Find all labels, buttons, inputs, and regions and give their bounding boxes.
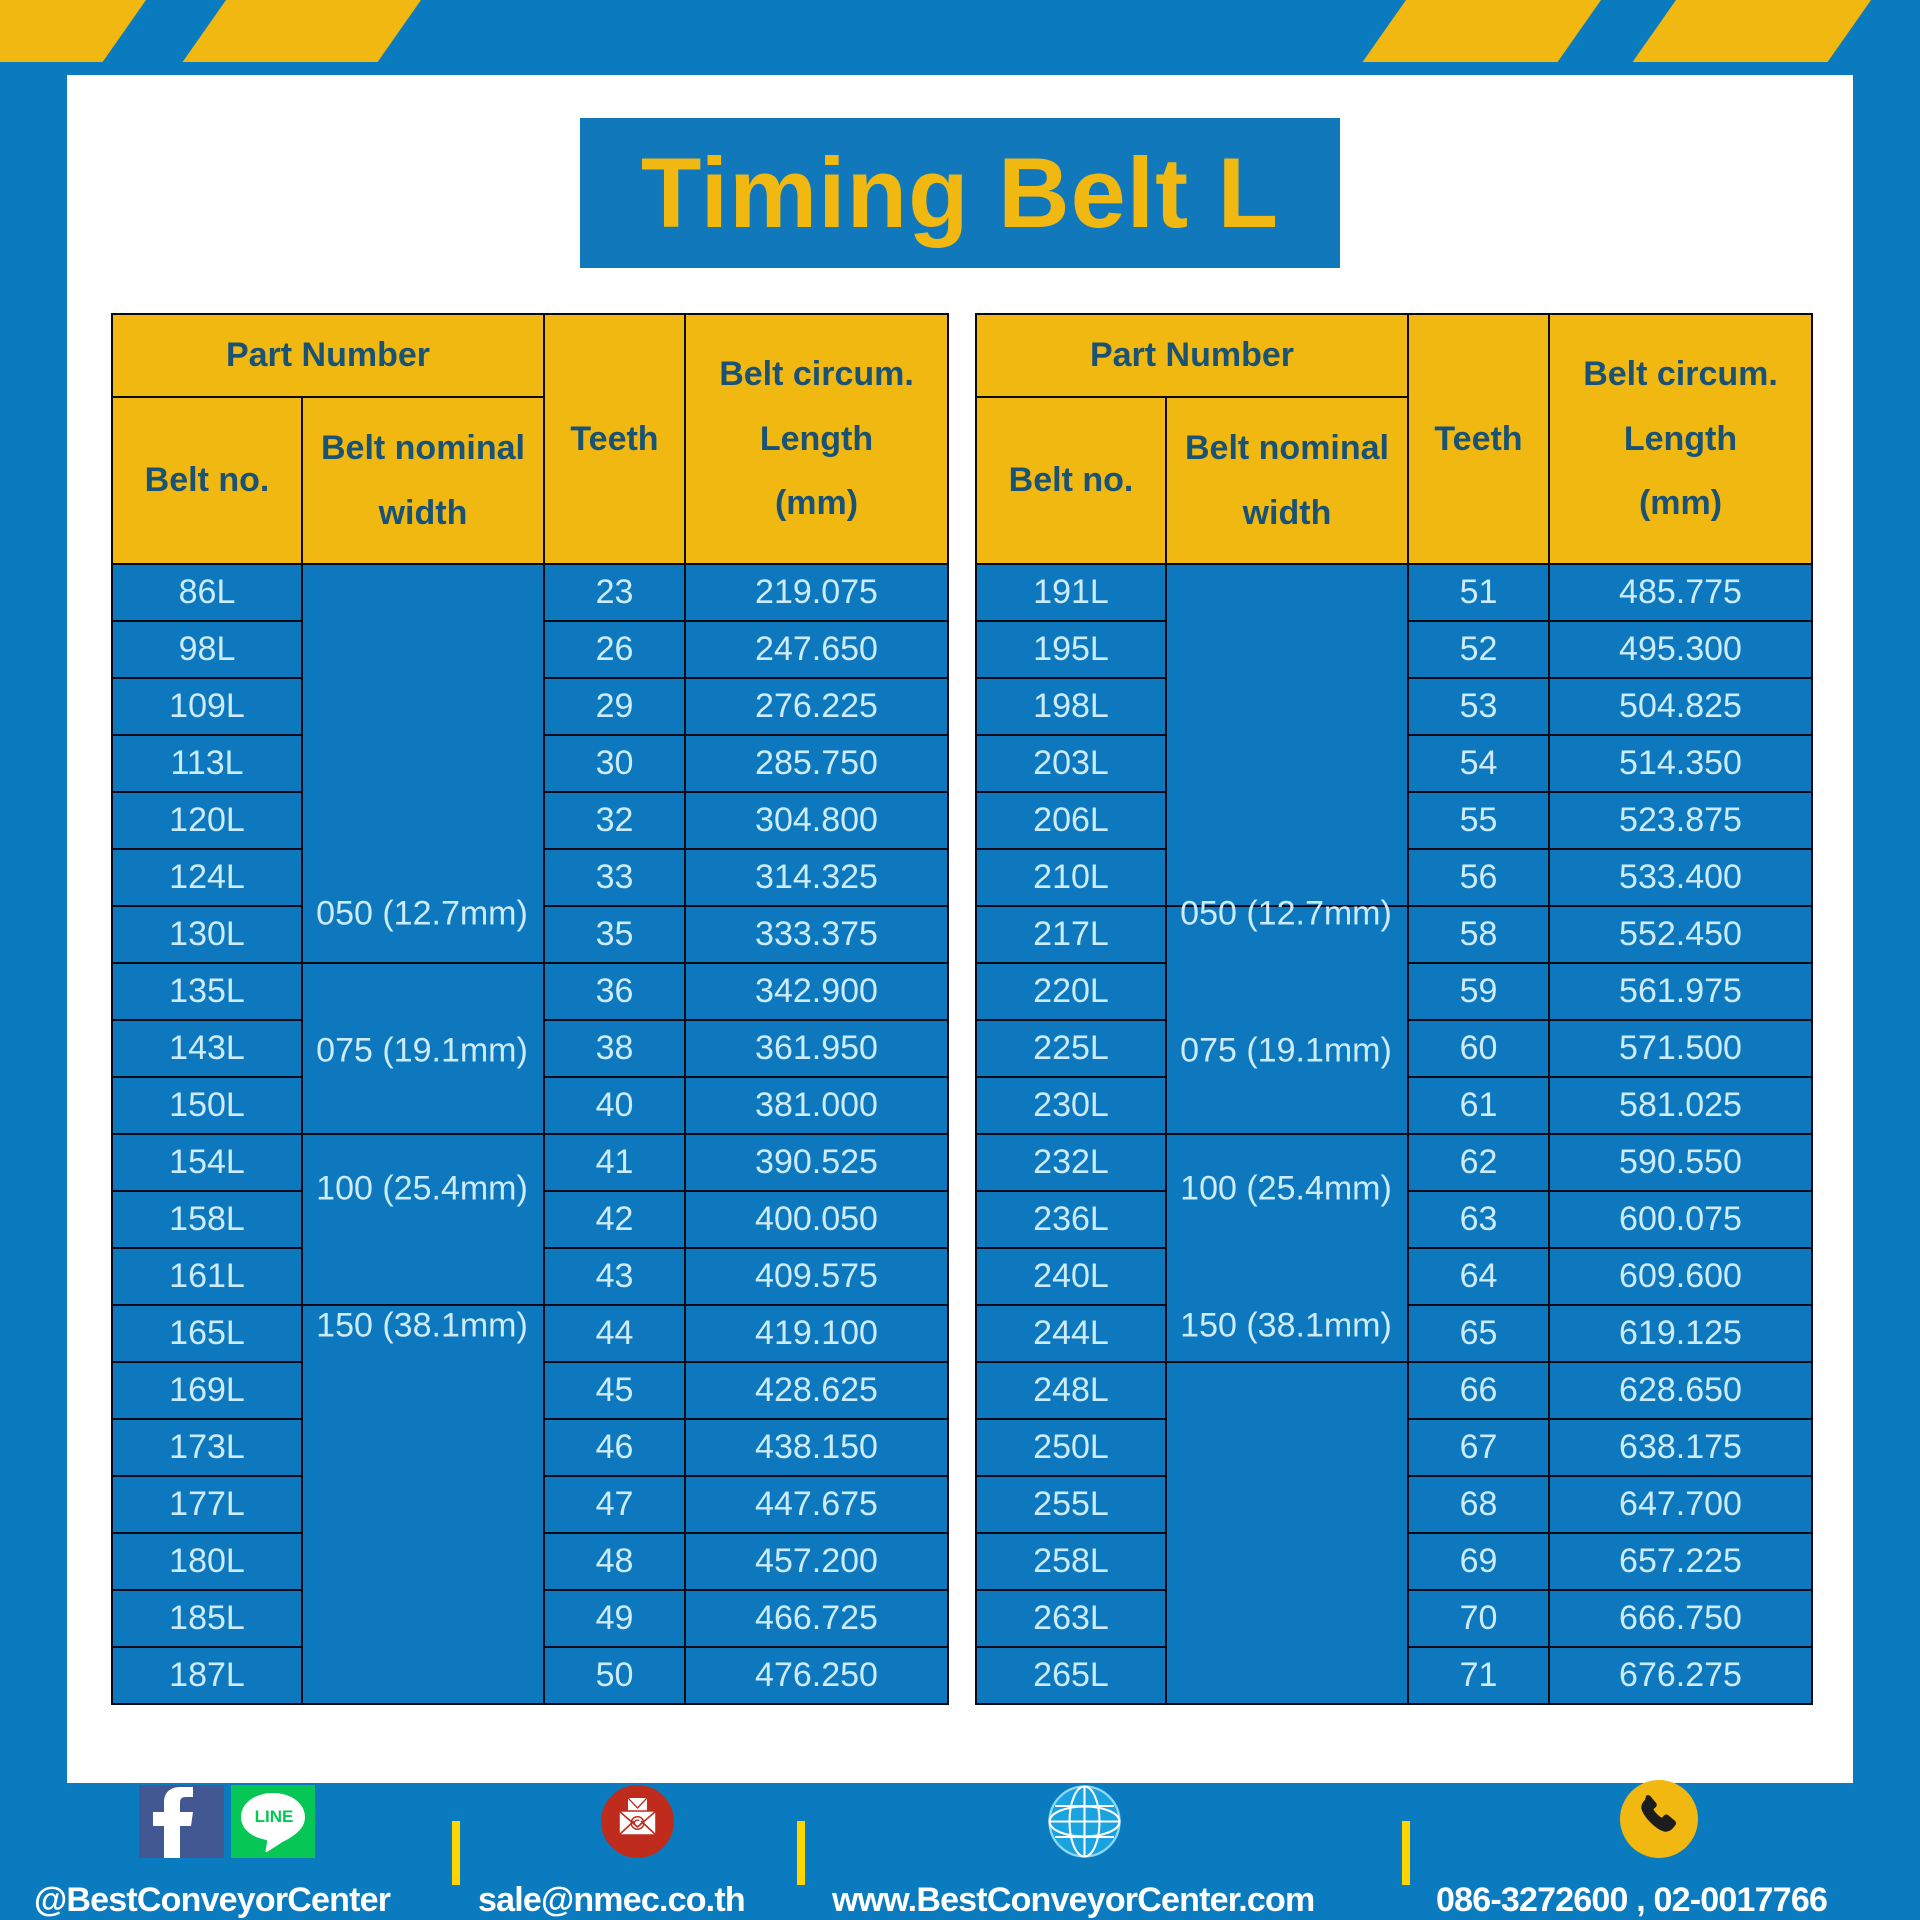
svg-text:LINE: LINE bbox=[255, 1807, 294, 1826]
